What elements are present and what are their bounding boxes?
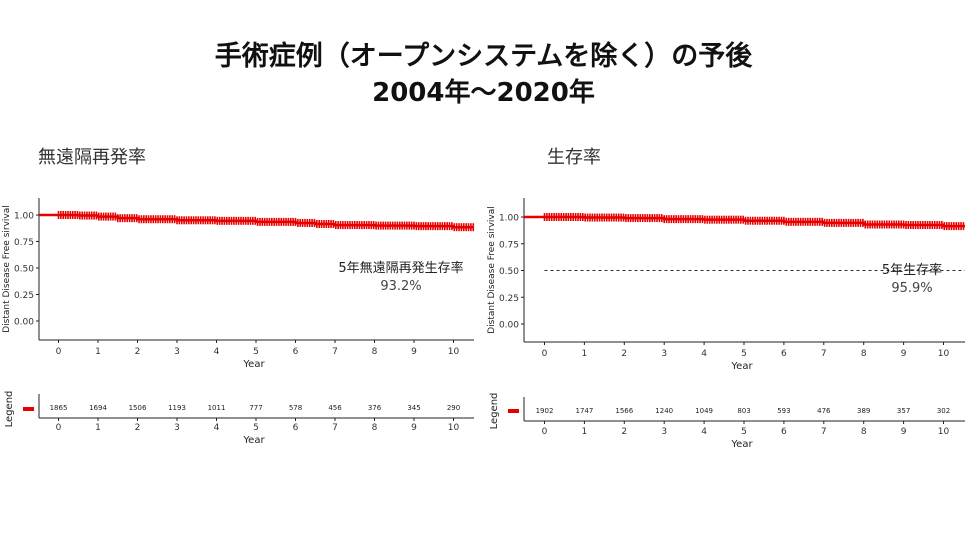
chart1-risk-count: 1506 — [129, 404, 147, 412]
chart1-x-tick-label: 7 — [332, 347, 338, 357]
chart2-risk-x-tick-label: 10 — [938, 427, 950, 437]
chart1-y-tick-label: 0.75 — [14, 238, 34, 248]
page-subtitle: 2004年～2020年 — [372, 78, 595, 108]
chart1-x-tick-label: 10 — [448, 347, 460, 357]
chart2-x-tick-label: 1 — [582, 349, 588, 359]
chart1-risk-x-axis-label: Year — [242, 435, 265, 446]
chart1-risk-x-tick-label: 6 — [293, 423, 299, 433]
chart1-risk-x-tick-label: 4 — [214, 423, 220, 433]
chart2-x-tick-label: 9 — [901, 349, 907, 359]
chart1-risk-x-tick-label: 10 — [448, 423, 460, 433]
chart2-y-tick-label: 0.75 — [499, 240, 519, 250]
chart2-x-tick-label: 4 — [701, 349, 707, 359]
chart2-risk-x-tick-label: 4 — [701, 427, 707, 437]
chart2-risk-count: 1747 — [575, 407, 593, 415]
chart1-x-tick-label: 4 — [214, 347, 220, 357]
chart1-x-tick-label: 2 — [135, 347, 141, 357]
chart2-risk-x-tick-label: 6 — [781, 427, 787, 437]
chart2-annotation-label: 5年生存率 — [882, 262, 942, 278]
chart2-risk-x-tick-label: 7 — [821, 427, 827, 437]
chart1-x-tick-label: 3 — [174, 347, 180, 357]
chart1-risk-count: 777 — [249, 404, 262, 412]
chart2-y-tick-label: 0.50 — [499, 267, 519, 277]
chart1-risk-count: 578 — [289, 404, 302, 412]
chart2-risk-x-tick-label: 3 — [661, 427, 667, 437]
chart2-x-tick-label: 6 — [781, 349, 787, 359]
chart1-risk-x-tick-label: 8 — [372, 423, 378, 433]
chart1-y-tick-label: 1.00 — [14, 212, 34, 222]
chart1-risk-x-tick-label: 5 — [253, 423, 259, 433]
chart2-risk-x-tick-label: 5 — [741, 427, 747, 437]
chart1-x-tick-label: 6 — [293, 347, 299, 357]
chart1-x-tick-label: 1 — [95, 347, 101, 357]
chart1-x-tick-label: 9 — [411, 347, 417, 357]
chart2-risk-count: 357 — [897, 407, 910, 415]
chart2-risk-count: 593 — [777, 407, 790, 415]
chart2-risk-x-tick-label: 1 — [582, 427, 588, 437]
chart1-risk-x-tick-label: 0 — [56, 423, 62, 433]
chart1-risk-x-tick-label: 2 — [135, 423, 141, 433]
chart1-x-axis-label: Year — [242, 359, 265, 370]
chart2-risk-count: 1049 — [695, 407, 713, 415]
chart1-x-tick-label: 0 — [56, 347, 62, 357]
chart1-risk-count: 345 — [407, 404, 420, 412]
chart2-risk-count: 476 — [817, 407, 831, 415]
chart2-x-tick-label: 3 — [661, 349, 667, 359]
chart1-x-tick-label: 8 — [372, 347, 378, 357]
chart1-y-tick-label: 0.25 — [14, 291, 34, 301]
chart1-y-tick-label: 0.50 — [14, 265, 34, 275]
chart2-risk-count: 389 — [857, 407, 870, 415]
chart2-y-tick-label: 0.25 — [499, 294, 519, 304]
chart1-risk-x-tick-label: 1 — [95, 423, 101, 433]
chart1-risk-legend-label: Legend — [4, 391, 15, 428]
chart1-risk-x-tick-label: 7 — [332, 423, 338, 433]
chart1-risk-count: 456 — [328, 404, 342, 412]
chart1-risk-count: 1193 — [168, 404, 186, 412]
chart1-risk-count: 1694 — [89, 404, 107, 412]
chart1-y-tick-label: 0.00 — [14, 318, 34, 328]
chart2-x-tick-label: 7 — [821, 349, 827, 359]
chart2-x-axis-label: Year — [730, 361, 753, 372]
chart2-risk-x-tick-label: 2 — [621, 427, 627, 437]
chart1-y-axis-label: Distant Disease Free sirvival — [2, 205, 12, 333]
chart1-risk-count: 376 — [368, 404, 382, 412]
chart2-y-tick-label: 0.00 — [499, 321, 519, 331]
chart2-risk-count: 1240 — [655, 407, 673, 415]
chart2-risk-x-tick-label: 0 — [542, 427, 548, 437]
chart1-risk-count: 1865 — [50, 404, 68, 412]
chart1-annotation-value: 93.2% — [380, 279, 421, 294]
chart2-annotation-value: 95.9% — [891, 281, 932, 296]
chart2-x-tick-label: 5 — [741, 349, 747, 359]
chart2-x-tick-label: 8 — [861, 349, 867, 359]
chart2-risk-count: 1566 — [615, 407, 633, 415]
chart1-risk-count: 1011 — [208, 404, 226, 412]
chart1-risk-x-tick-label: 3 — [174, 423, 180, 433]
chart2-y-axis-label: Distant Disease Free sirvival — [487, 206, 497, 334]
panel-title-right: 生存率 — [547, 147, 601, 168]
chart2-x-tick-label: 10 — [938, 349, 950, 359]
chart2-risk-x-tick-label: 8 — [861, 427, 867, 437]
page-title: 手術症例（オープンシステムを除く）の予後 — [214, 41, 753, 72]
chart1-risk-count: 290 — [447, 404, 460, 412]
chart1-x-tick-label: 5 — [253, 347, 259, 357]
chart1-annotation-label: 5年無遠隔再発生存率 — [338, 260, 463, 276]
chart2-risk-count: 302 — [937, 407, 950, 415]
chart2-x-tick-label: 2 — [621, 349, 627, 359]
chart2-risk-x-axis-label: Year — [730, 439, 753, 450]
chart2-y-tick-label: 1.00 — [499, 214, 519, 224]
chart2-risk-legend-label: Legend — [489, 393, 500, 430]
chart2-risk-x-tick-label: 9 — [901, 427, 907, 437]
chart2-x-tick-label: 0 — [542, 349, 548, 359]
chart2-risk-count: 803 — [737, 407, 750, 415]
chart2-risk-count: 1902 — [536, 407, 554, 415]
panel-title-left: 無遠隔再発率 — [38, 147, 146, 168]
chart1-risk-x-tick-label: 9 — [411, 423, 417, 433]
